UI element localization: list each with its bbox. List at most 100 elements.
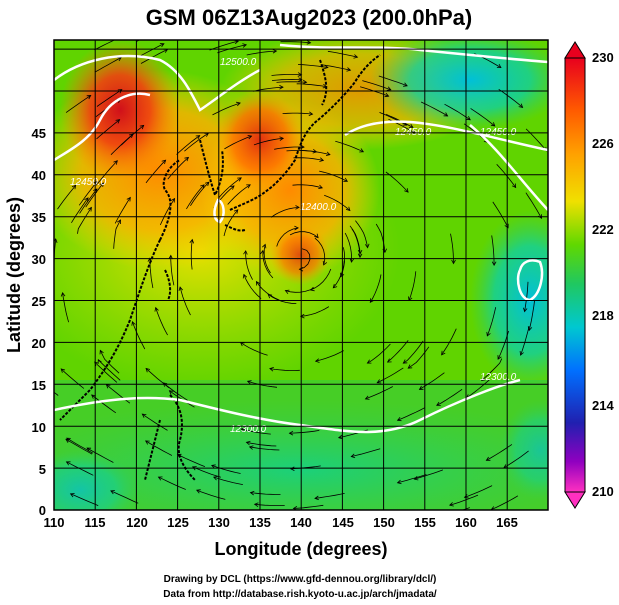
streamline xyxy=(240,342,268,356)
streamline-arrow xyxy=(195,135,201,140)
streamline xyxy=(246,441,277,447)
y-tick-label: 30 xyxy=(32,252,46,267)
streamline xyxy=(310,268,332,291)
streamline-arrow xyxy=(91,394,96,399)
streamline-arrow xyxy=(196,489,201,494)
streamline-arrow xyxy=(141,413,147,418)
x-tick-label: 125 xyxy=(167,515,189,530)
streamline xyxy=(276,227,299,247)
streamline xyxy=(57,185,77,210)
streamline-arrow xyxy=(154,306,159,312)
streamline-arrow xyxy=(99,182,104,187)
streamline xyxy=(96,89,123,107)
streamline xyxy=(110,490,139,504)
x-axis: 110 115 120 125 130 135 140 145 150 155 … xyxy=(44,515,518,559)
streamline xyxy=(335,140,364,153)
streamline-arrow xyxy=(386,358,392,363)
streamline-arrow xyxy=(449,502,454,507)
streamline-arrow xyxy=(486,331,491,337)
streamline xyxy=(362,80,391,91)
streamline-arrow xyxy=(386,86,392,91)
streamline-arrow xyxy=(159,43,165,48)
streamline-arrow xyxy=(246,184,251,189)
streamline-arrow xyxy=(248,445,254,450)
streamline-arrow xyxy=(404,188,409,193)
streamline xyxy=(293,157,324,161)
streamline-arrow xyxy=(131,321,136,326)
streamline xyxy=(212,102,241,116)
streamline-arrow xyxy=(240,427,246,433)
streamline xyxy=(176,135,200,155)
streamline xyxy=(60,368,85,389)
streamline xyxy=(247,380,278,388)
colorbar-tick-label: 218 xyxy=(592,308,614,323)
streamline xyxy=(449,494,479,506)
y-tick-label: 15 xyxy=(32,378,46,393)
streamline-arrow xyxy=(298,266,304,272)
streamline-arrow xyxy=(436,401,441,406)
streamline xyxy=(369,274,382,303)
streamline-arrow xyxy=(200,184,205,189)
streamline xyxy=(211,465,241,474)
streamline-arrow xyxy=(288,430,294,436)
streamline xyxy=(289,231,319,238)
streamline xyxy=(520,326,530,356)
streamline xyxy=(486,444,513,461)
streamline-arrow xyxy=(170,197,176,203)
streamline-arrow xyxy=(272,48,278,54)
streamline xyxy=(71,197,89,224)
streamline-arrow xyxy=(396,416,402,422)
colorbar-tick-label: 214 xyxy=(592,398,614,413)
streamline-arrow xyxy=(451,259,456,265)
streamline-arrow xyxy=(491,261,497,267)
y-tick-label: 0 xyxy=(39,503,46,518)
x-tick-label: 110 xyxy=(44,515,65,530)
streamline-arrow xyxy=(211,464,216,469)
streamline-arrow xyxy=(343,177,349,182)
streamline-arrow xyxy=(168,390,174,395)
streamline xyxy=(246,50,277,56)
streamline-arrow xyxy=(337,434,343,440)
streamline-arrow xyxy=(407,364,413,369)
contour-label: 12400.0 xyxy=(300,202,337,213)
streamline xyxy=(190,239,193,270)
streamline xyxy=(289,430,320,434)
streamline-arrow xyxy=(384,92,390,98)
streamline-arrow xyxy=(191,466,197,471)
streamline xyxy=(470,108,496,127)
streamline xyxy=(486,307,497,337)
streamline-arrow xyxy=(402,359,408,364)
streamline-arrow xyxy=(314,495,319,501)
streamline xyxy=(300,306,330,317)
streamline xyxy=(217,44,247,54)
x-tick-label: 120 xyxy=(126,515,148,530)
streamline-arrow xyxy=(312,148,318,154)
streamline-arrow xyxy=(403,82,408,87)
streamline xyxy=(106,384,131,404)
x-tick-label: 150 xyxy=(373,515,395,530)
streamline xyxy=(262,250,274,279)
streamline xyxy=(496,164,517,188)
streamline xyxy=(436,388,463,406)
streamline xyxy=(65,95,91,113)
streamline-arrow xyxy=(139,124,145,130)
streamline-arrow xyxy=(518,103,524,108)
streamline xyxy=(78,181,98,206)
streamline xyxy=(414,469,444,480)
streamline xyxy=(498,88,523,108)
streamline xyxy=(292,184,323,189)
streamline xyxy=(253,86,284,92)
streamline xyxy=(140,49,168,64)
streamline xyxy=(94,57,122,73)
streamline-arrow xyxy=(376,379,382,384)
streamline-arrow xyxy=(314,358,320,363)
streamline xyxy=(209,40,239,51)
colorbar: 230 226 222 218 214 210 xyxy=(564,41,614,509)
streamline xyxy=(349,225,361,254)
streamline-arrow xyxy=(87,206,92,212)
streamline xyxy=(407,346,430,369)
streamline xyxy=(314,493,345,499)
streamline xyxy=(97,160,118,184)
streamline xyxy=(155,307,168,336)
streamline xyxy=(525,192,542,219)
